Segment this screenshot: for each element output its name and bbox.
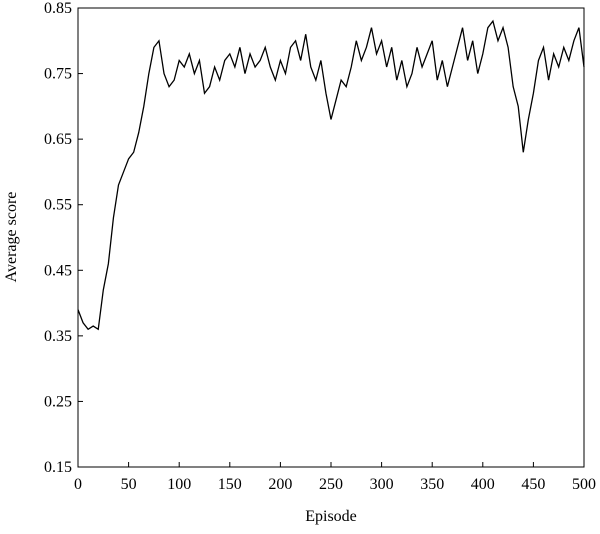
y-tick-label: 0.35 — [44, 328, 72, 345]
y-tick-label: 0.15 — [44, 459, 72, 476]
x-tick-label: 450 — [521, 476, 545, 493]
x-tick-label: 150 — [218, 476, 242, 493]
y-tick-label: 0.75 — [44, 66, 72, 83]
x-tick-label: 350 — [420, 476, 444, 493]
data-line — [77, 19, 585, 331]
x-tick-label: 50 — [121, 476, 137, 493]
y-axis-label: Average score — [3, 192, 20, 283]
x-tick-label: 100 — [167, 476, 191, 493]
y-tick-label: 0.65 — [44, 131, 72, 148]
y-tick-label: 0.45 — [44, 262, 72, 279]
y-tick-label: 0.85 — [44, 0, 72, 17]
y-tick-label: 0.55 — [44, 197, 72, 214]
x-tick-label: 400 — [471, 476, 495, 493]
y-tick-label: 0.25 — [44, 393, 72, 410]
x-axis-label: Episode — [305, 508, 357, 525]
x-tick-label: 200 — [268, 476, 292, 493]
plot-frame — [77, 7, 585, 468]
x-tick-label: 300 — [370, 476, 394, 493]
x-tick-label: 250 — [319, 476, 343, 493]
x-tick-label: 0 — [74, 476, 82, 493]
x-tick-label: 500 — [572, 476, 596, 493]
